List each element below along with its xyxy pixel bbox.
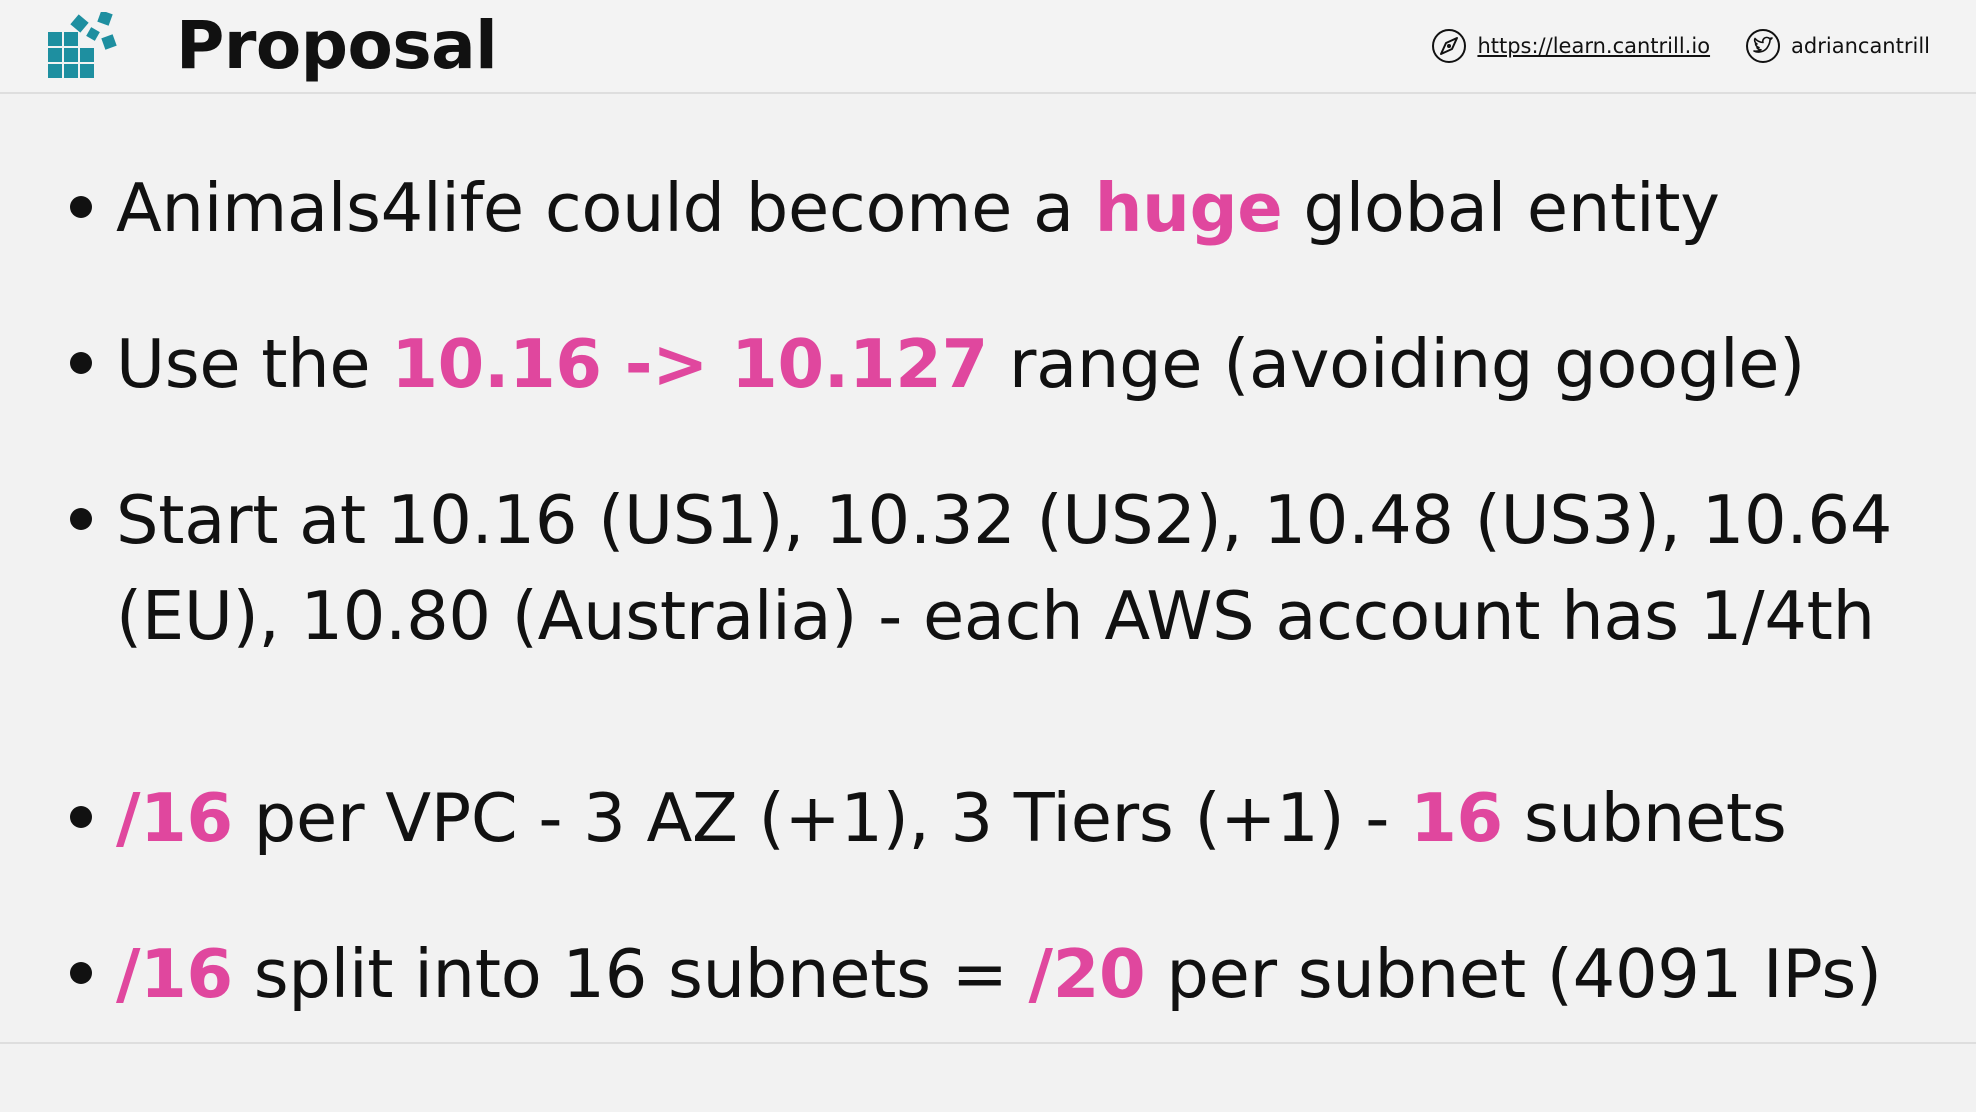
highlight-text: /20 — [1028, 935, 1146, 1013]
twitter-handle[interactable]: adriancantrill — [1791, 34, 1930, 58]
compass-icon — [1432, 29, 1467, 63]
twitter-bird-icon — [1746, 29, 1781, 63]
bullet-dot — [70, 352, 92, 374]
bullet-dot — [70, 508, 92, 530]
slide-header: Proposal https://learn.cantrill.io adria… — [0, 0, 1976, 94]
website-url[interactable]: https://learn.cantrill.io — [1477, 34, 1711, 58]
bullet-text: Start at 10.16 (US1), 10.32 (US2), 10.48… — [116, 481, 1893, 655]
bullet-dot — [70, 962, 92, 984]
header-links: https://learn.cantrill.io adriancantrill — [1430, 26, 1930, 66]
highlight-text: huge — [1094, 169, 1283, 247]
twitter-link[interactable]: adriancantrill — [1744, 27, 1930, 65]
highlight-text: /16 — [116, 935, 233, 1013]
page-title: Proposal — [176, 7, 498, 84]
bullet-dot — [70, 196, 92, 218]
bullet-text: /16 split into 16 subnets = /20 per subn… — [116, 935, 1882, 1013]
highlight-text: /16 — [116, 779, 233, 857]
bullet-dot — [70, 806, 92, 828]
highlight-text: 16 — [1410, 779, 1503, 857]
cube-grid-logo-icon — [48, 12, 117, 78]
website-link[interactable]: https://learn.cantrill.io — [1430, 27, 1710, 65]
footer-divider — [0, 1042, 1976, 1044]
highlight-text: 10.16 -> 10.127 — [391, 325, 988, 403]
slide-footer — [0, 1044, 1976, 1112]
bullet-text: /16 per VPC - 3 AZ (+1), 3 Tiers (+1) - … — [116, 779, 1787, 857]
slide-body: Animals4life could become a huge global … — [0, 94, 1976, 1042]
bullet-text: Animals4life could become a huge global … — [116, 169, 1720, 247]
bullet-text: Use the 10.16 -> 10.127 range (avoiding … — [116, 325, 1806, 403]
